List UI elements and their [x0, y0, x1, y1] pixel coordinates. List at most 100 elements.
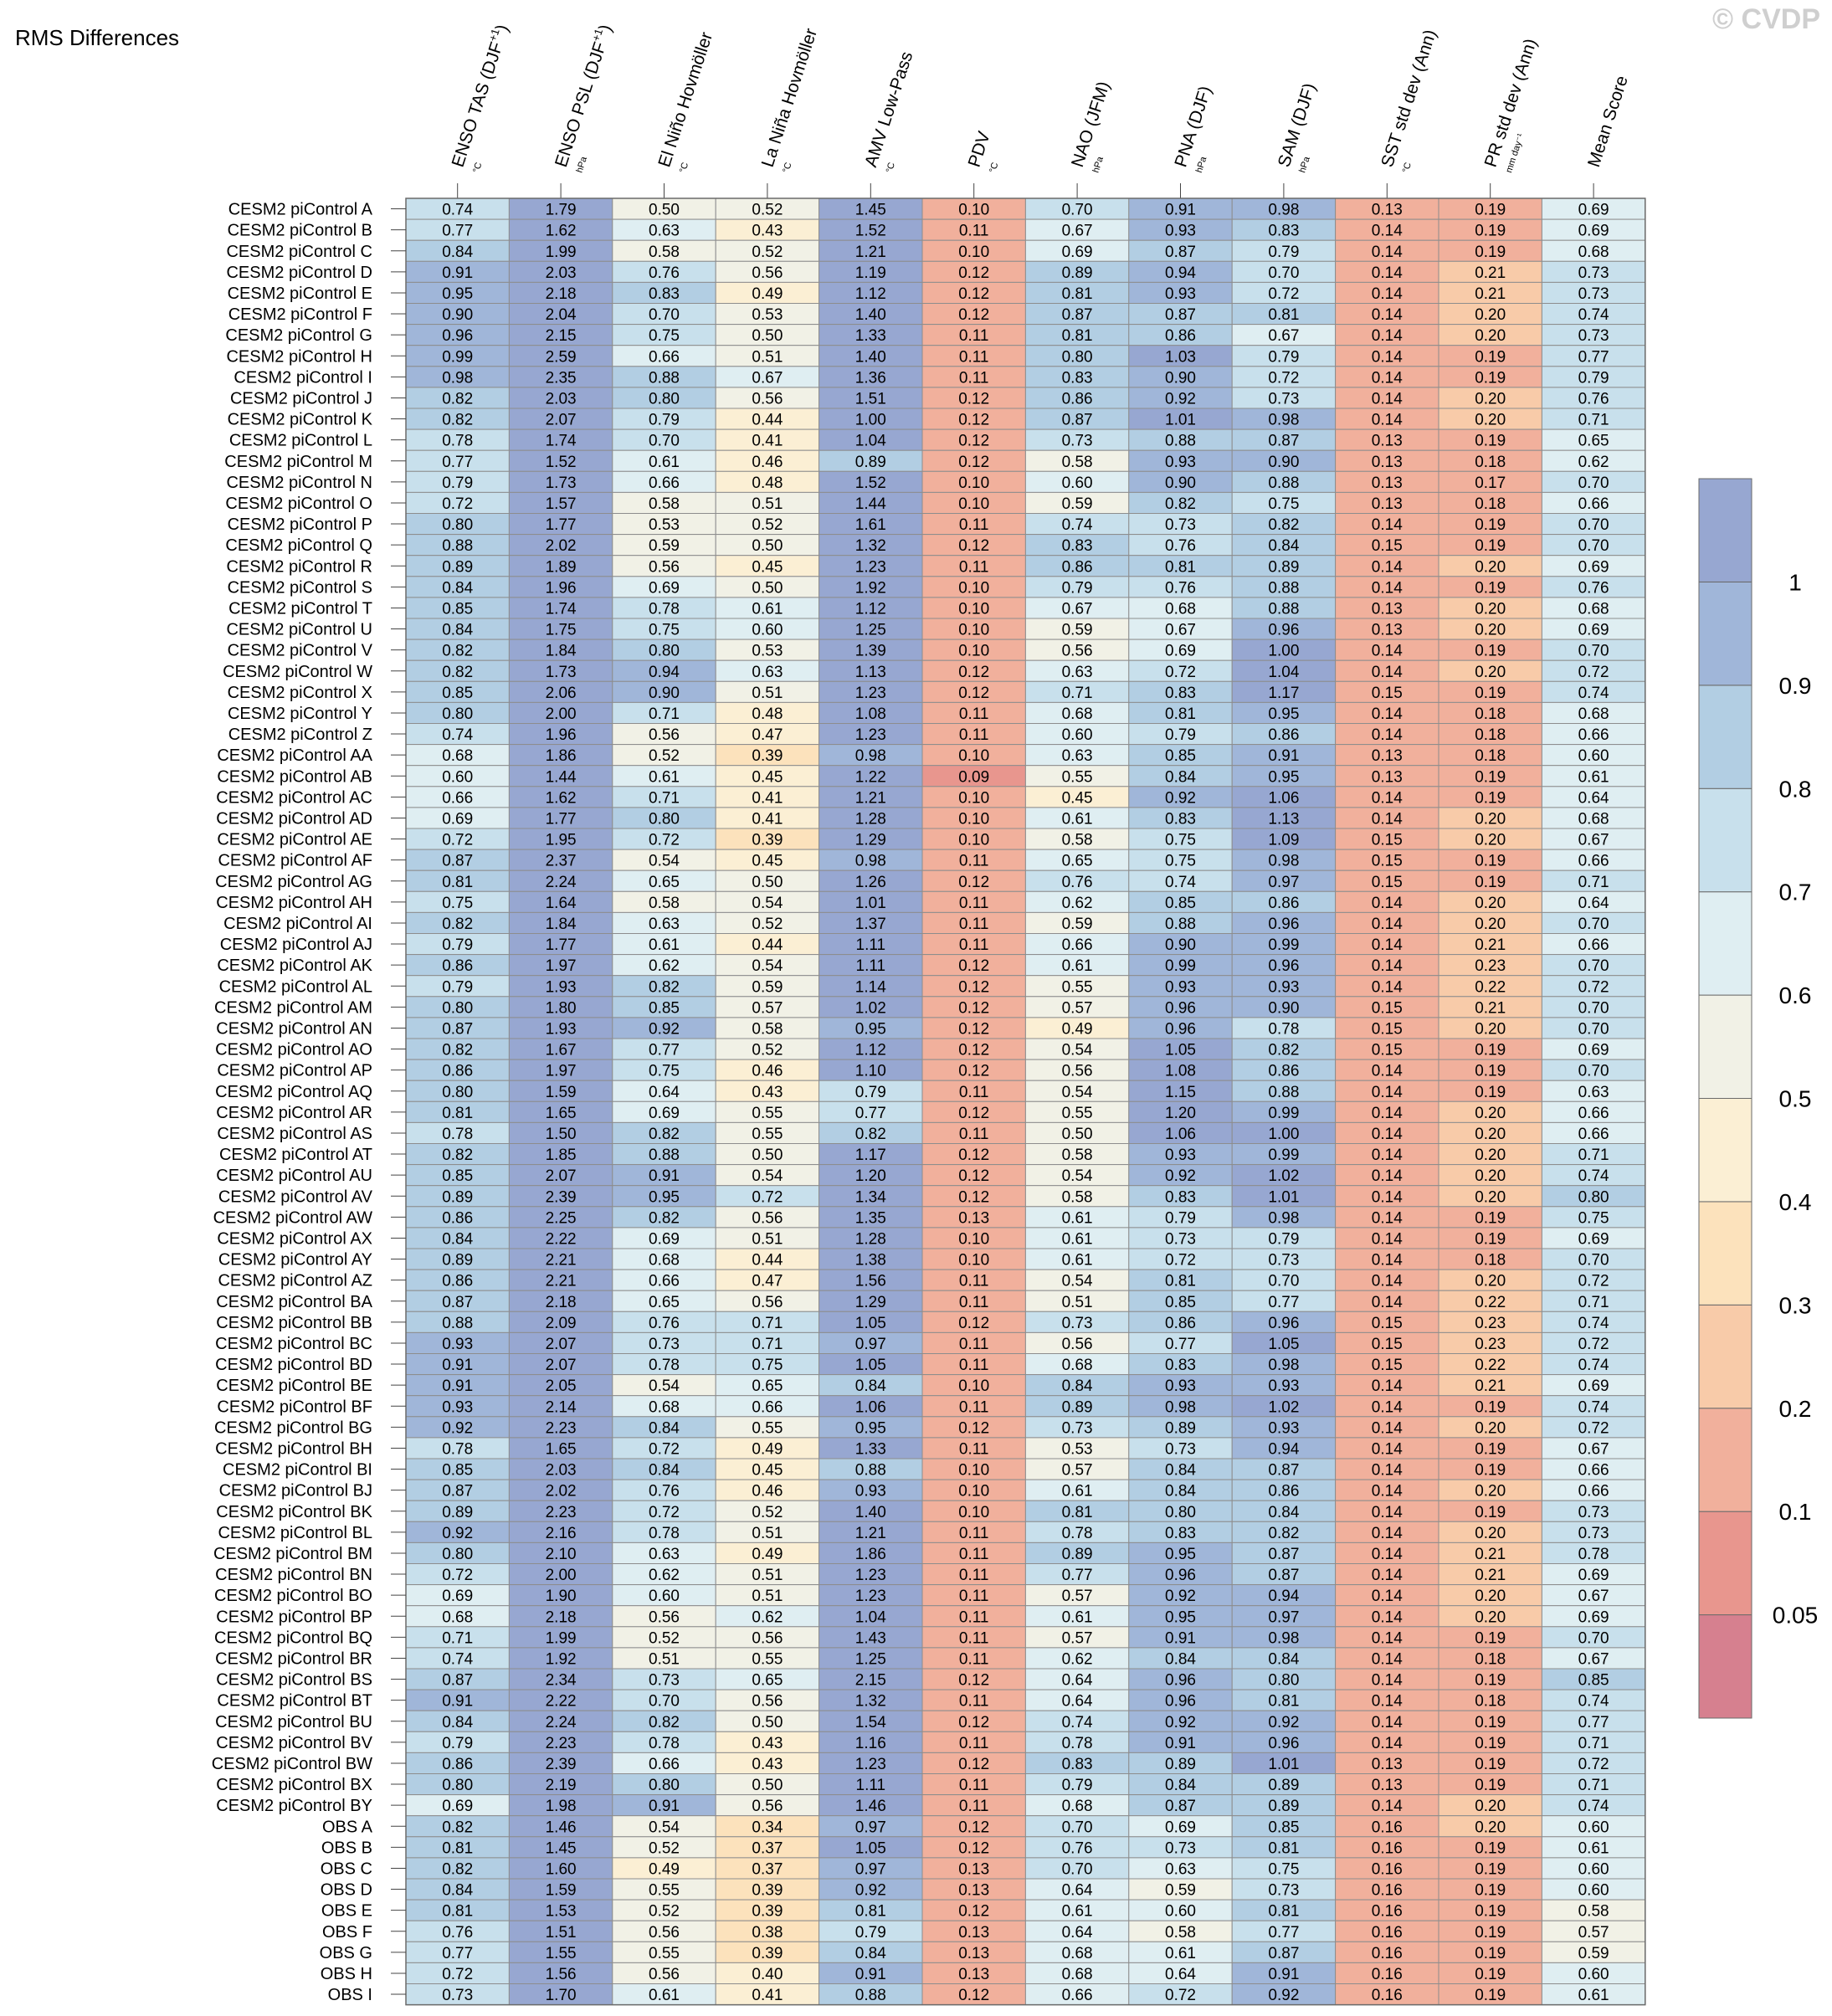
cell-value-label: 0.72: [442, 495, 473, 513]
heatmap-cell: [1128, 1458, 1233, 1480]
cell-value-label: 0.12: [958, 664, 989, 681]
heatmap-cell: [1438, 470, 1542, 493]
heatmap-cell: [1024, 911, 1130, 935]
heatmap-cell: [1541, 1059, 1646, 1081]
row-label: CESM2 piControl L: [229, 432, 372, 450]
cell-value-label: 0.52: [752, 516, 783, 534]
cell-value-label: 0.50: [752, 579, 783, 597]
heatmap-cell: [1128, 1017, 1233, 1039]
cell-value-label: 0.89: [1165, 1419, 1196, 1437]
heatmap-cell: [1335, 1731, 1439, 1753]
cell-value-label: 0.85: [442, 600, 473, 618]
row-label: CESM2 piControl G: [225, 326, 372, 345]
heatmap-cell: [1128, 828, 1233, 850]
cell-value-label: 0.94: [649, 664, 680, 681]
cell-value-label: 0.14: [1372, 1629, 1403, 1647]
row-label: CESM2 piControl BO: [214, 1587, 372, 1605]
cell-value-label: 0.12: [958, 1063, 989, 1080]
cell-value-label: 0.11: [959, 726, 989, 744]
cell-value-label: 0.50: [752, 1147, 783, 1164]
cell-value-label: 0.79: [442, 1735, 473, 1752]
heatmap-cell: [1335, 1100, 1439, 1123]
cell-value-label: 0.45: [1062, 789, 1093, 807]
cell-value-label: 0.80: [1062, 348, 1093, 366]
cell-value-label: 0.96: [1165, 1020, 1196, 1038]
heatmap-cell: [921, 680, 1026, 703]
row-label: CESM2 piControl AF: [218, 852, 372, 870]
cell-value-label: 0.43: [752, 1735, 783, 1752]
cell-value-label: 0.59: [1062, 622, 1093, 639]
cell-value-label: 0.95: [1165, 1608, 1196, 1626]
heatmap-cell: [508, 1290, 613, 1312]
heatmap-cell: [715, 576, 820, 598]
heatmap-cell: [508, 1668, 613, 1690]
heatmap-cell: [1128, 470, 1233, 493]
heatmap-cell: [405, 1857, 510, 1880]
cell-value-label: 0.13: [1372, 1756, 1403, 1773]
cell-value-label: 0.14: [1372, 916, 1403, 933]
cell-value-label: 0.19: [1475, 348, 1506, 366]
cell-value-label: 0.82: [855, 1126, 886, 1143]
cell-value-label: 0.89: [1268, 558, 1299, 576]
heatmap-cell: [715, 366, 820, 388]
heatmap-cell: [818, 1395, 923, 1418]
row-label: CESM2 piControl BW: [212, 1755, 372, 1773]
column-unit-label: hPa: [575, 155, 590, 174]
cell-value-label: 0.52: [752, 1504, 783, 1521]
cell-value-label: 0.69: [1578, 622, 1609, 639]
column-label-group: NAO (JFM)hPa: [1068, 79, 1114, 174]
cell-value-label: 1.98: [546, 1798, 577, 1815]
heatmap-cell: [715, 1584, 820, 1607]
cell-value-label: 0.83: [649, 285, 680, 303]
heatmap-cell: [612, 408, 716, 430]
cell-value-label: 0.87: [1268, 1945, 1299, 1962]
cell-value-label: 0.71: [1578, 1147, 1609, 1164]
heatmap-cell: [1541, 1437, 1646, 1459]
heatmap-cell: [818, 1836, 923, 1859]
cell-value-label: 0.66: [1578, 726, 1609, 744]
cell-value-label: 0.75: [1165, 832, 1196, 849]
heatmap-cell: [1541, 281, 1646, 304]
heatmap-cell: [1231, 281, 1337, 304]
heatmap-cell: [1024, 239, 1130, 262]
heatmap-cell: [1231, 701, 1337, 725]
cell-value-label: 0.63: [1165, 1860, 1196, 1878]
colorbar-tick-label: 0.6: [1779, 982, 1812, 1008]
cell-value-label: 0.11: [959, 1398, 989, 1416]
heatmap-cell: [1024, 701, 1130, 725]
heatmap-cell: [1231, 1227, 1337, 1249]
cell-value-label: 0.15: [1372, 874, 1403, 891]
cell-value-label: 0.70: [1578, 537, 1609, 555]
cell-value-label: 0.19: [1475, 1756, 1506, 1773]
cell-value-label: 1.84: [546, 643, 577, 660]
heatmap-cell: [508, 954, 613, 977]
heatmap-cell: [1231, 828, 1337, 850]
cell-value-label: 0.15: [1372, 1020, 1403, 1038]
cell-value-label: 0.91: [1268, 747, 1299, 765]
row-label: CESM2 piControl AV: [218, 1188, 373, 1206]
heatmap-cell: [1335, 260, 1439, 283]
cell-value-label: 0.58: [1062, 1147, 1093, 1164]
cell-value-label: 0.12: [958, 1167, 989, 1185]
cell-value-label: 1.61: [855, 516, 886, 534]
cell-value-label: 2.02: [546, 537, 577, 555]
cell-value-label: 0.90: [1268, 999, 1299, 1017]
cell-value-label: 0.66: [649, 475, 680, 492]
heatmap-cell: [612, 1710, 716, 1732]
cell-value-label: 0.20: [1475, 1483, 1506, 1500]
heatmap-cell: [612, 1521, 716, 1543]
row-label: OBS B: [321, 1839, 372, 1857]
heatmap-cell: [1231, 744, 1337, 767]
row-label: CESM2 piControl AC: [216, 788, 372, 807]
cell-value-label: 0.57: [1062, 1462, 1093, 1480]
cell-value-label: 0.87: [442, 853, 473, 870]
heatmap-cell: [405, 911, 510, 935]
cell-value-label: 0.12: [958, 1672, 989, 1690]
cell-value-label: 0.81: [442, 874, 473, 891]
cell-value-label: 0.84: [1165, 1462, 1196, 1480]
cell-value-label: 0.51: [1062, 1294, 1093, 1311]
heatmap-cell: [612, 1248, 716, 1270]
cell-value-label: 1.96: [546, 579, 577, 597]
cell-value-label: 1.33: [855, 1440, 886, 1458]
cell-value-label: 0.56: [1062, 1336, 1093, 1353]
